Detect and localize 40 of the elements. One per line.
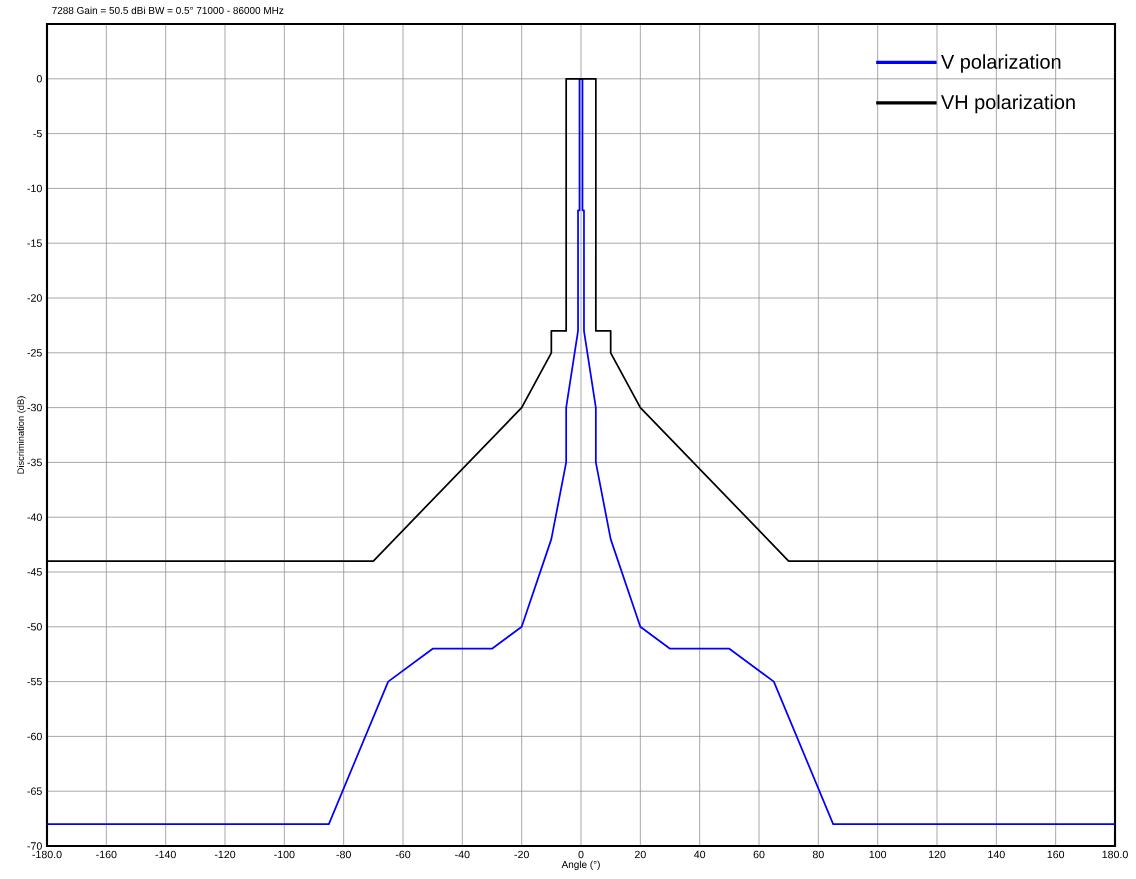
x-tick-label: 180.0 — [1102, 850, 1128, 859]
x-tick-label: 120 — [928, 850, 946, 859]
x-tick-label: -140 — [155, 850, 176, 859]
x-tick-label: 100 — [869, 850, 887, 859]
x-tick-label: -20 — [514, 850, 529, 859]
y-tick-label: -45 — [27, 568, 42, 576]
x-tick-label: 60 — [753, 850, 765, 859]
y-axis-title: Discrimination (dB) — [17, 396, 26, 474]
x-tick-label: -120 — [214, 850, 236, 859]
x-tick-label: -160 — [96, 850, 117, 859]
y-tick-label: -30 — [27, 403, 42, 412]
y-tick-label: -40 — [27, 513, 42, 521]
x-tick-label: 40 — [694, 850, 706, 859]
y-tick-label: -20 — [27, 294, 42, 302]
y-tick-label: -35 — [27, 458, 42, 467]
x-tick-label: -100 — [274, 850, 295, 859]
x-tick-label: 160 — [1047, 850, 1065, 859]
x-tick-label: -80 — [336, 850, 351, 859]
y-tick-label: -10 — [27, 184, 42, 193]
x-tick-label: 20 — [634, 850, 646, 859]
legend-label: VH polarization — [941, 94, 1075, 114]
y-tick-label: -70 — [27, 842, 42, 850]
x-tick-label: 80 — [812, 850, 824, 859]
y-tick-label: -5 — [33, 129, 42, 138]
y-tick-label: -65 — [27, 787, 42, 795]
x-tick-label: 140 — [988, 850, 1005, 859]
y-tick-label: -15 — [27, 239, 42, 247]
y-tick-label: -55 — [27, 677, 42, 686]
y-tick-label: -60 — [27, 732, 42, 741]
x-tick-label: -40 — [455, 850, 470, 859]
x-tick-label: -60 — [395, 850, 411, 859]
y-tick-label: 0 — [36, 75, 42, 83]
chart-title: 7288 Gain = 50.5 dBi BW = 0.5° 71000 - 86000 MHz — [52, 6, 284, 14]
x-tick-label: -180.0 — [32, 850, 62, 859]
y-tick-label: -50 — [27, 623, 42, 631]
x-tick-label: 0 — [578, 850, 584, 859]
legend-label: V polarization — [941, 54, 1061, 73]
line-series — [47, 77, 1116, 825]
y-tick-label: -25 — [27, 349, 42, 357]
x-axis-title: Angle (°) — [561, 860, 600, 870]
